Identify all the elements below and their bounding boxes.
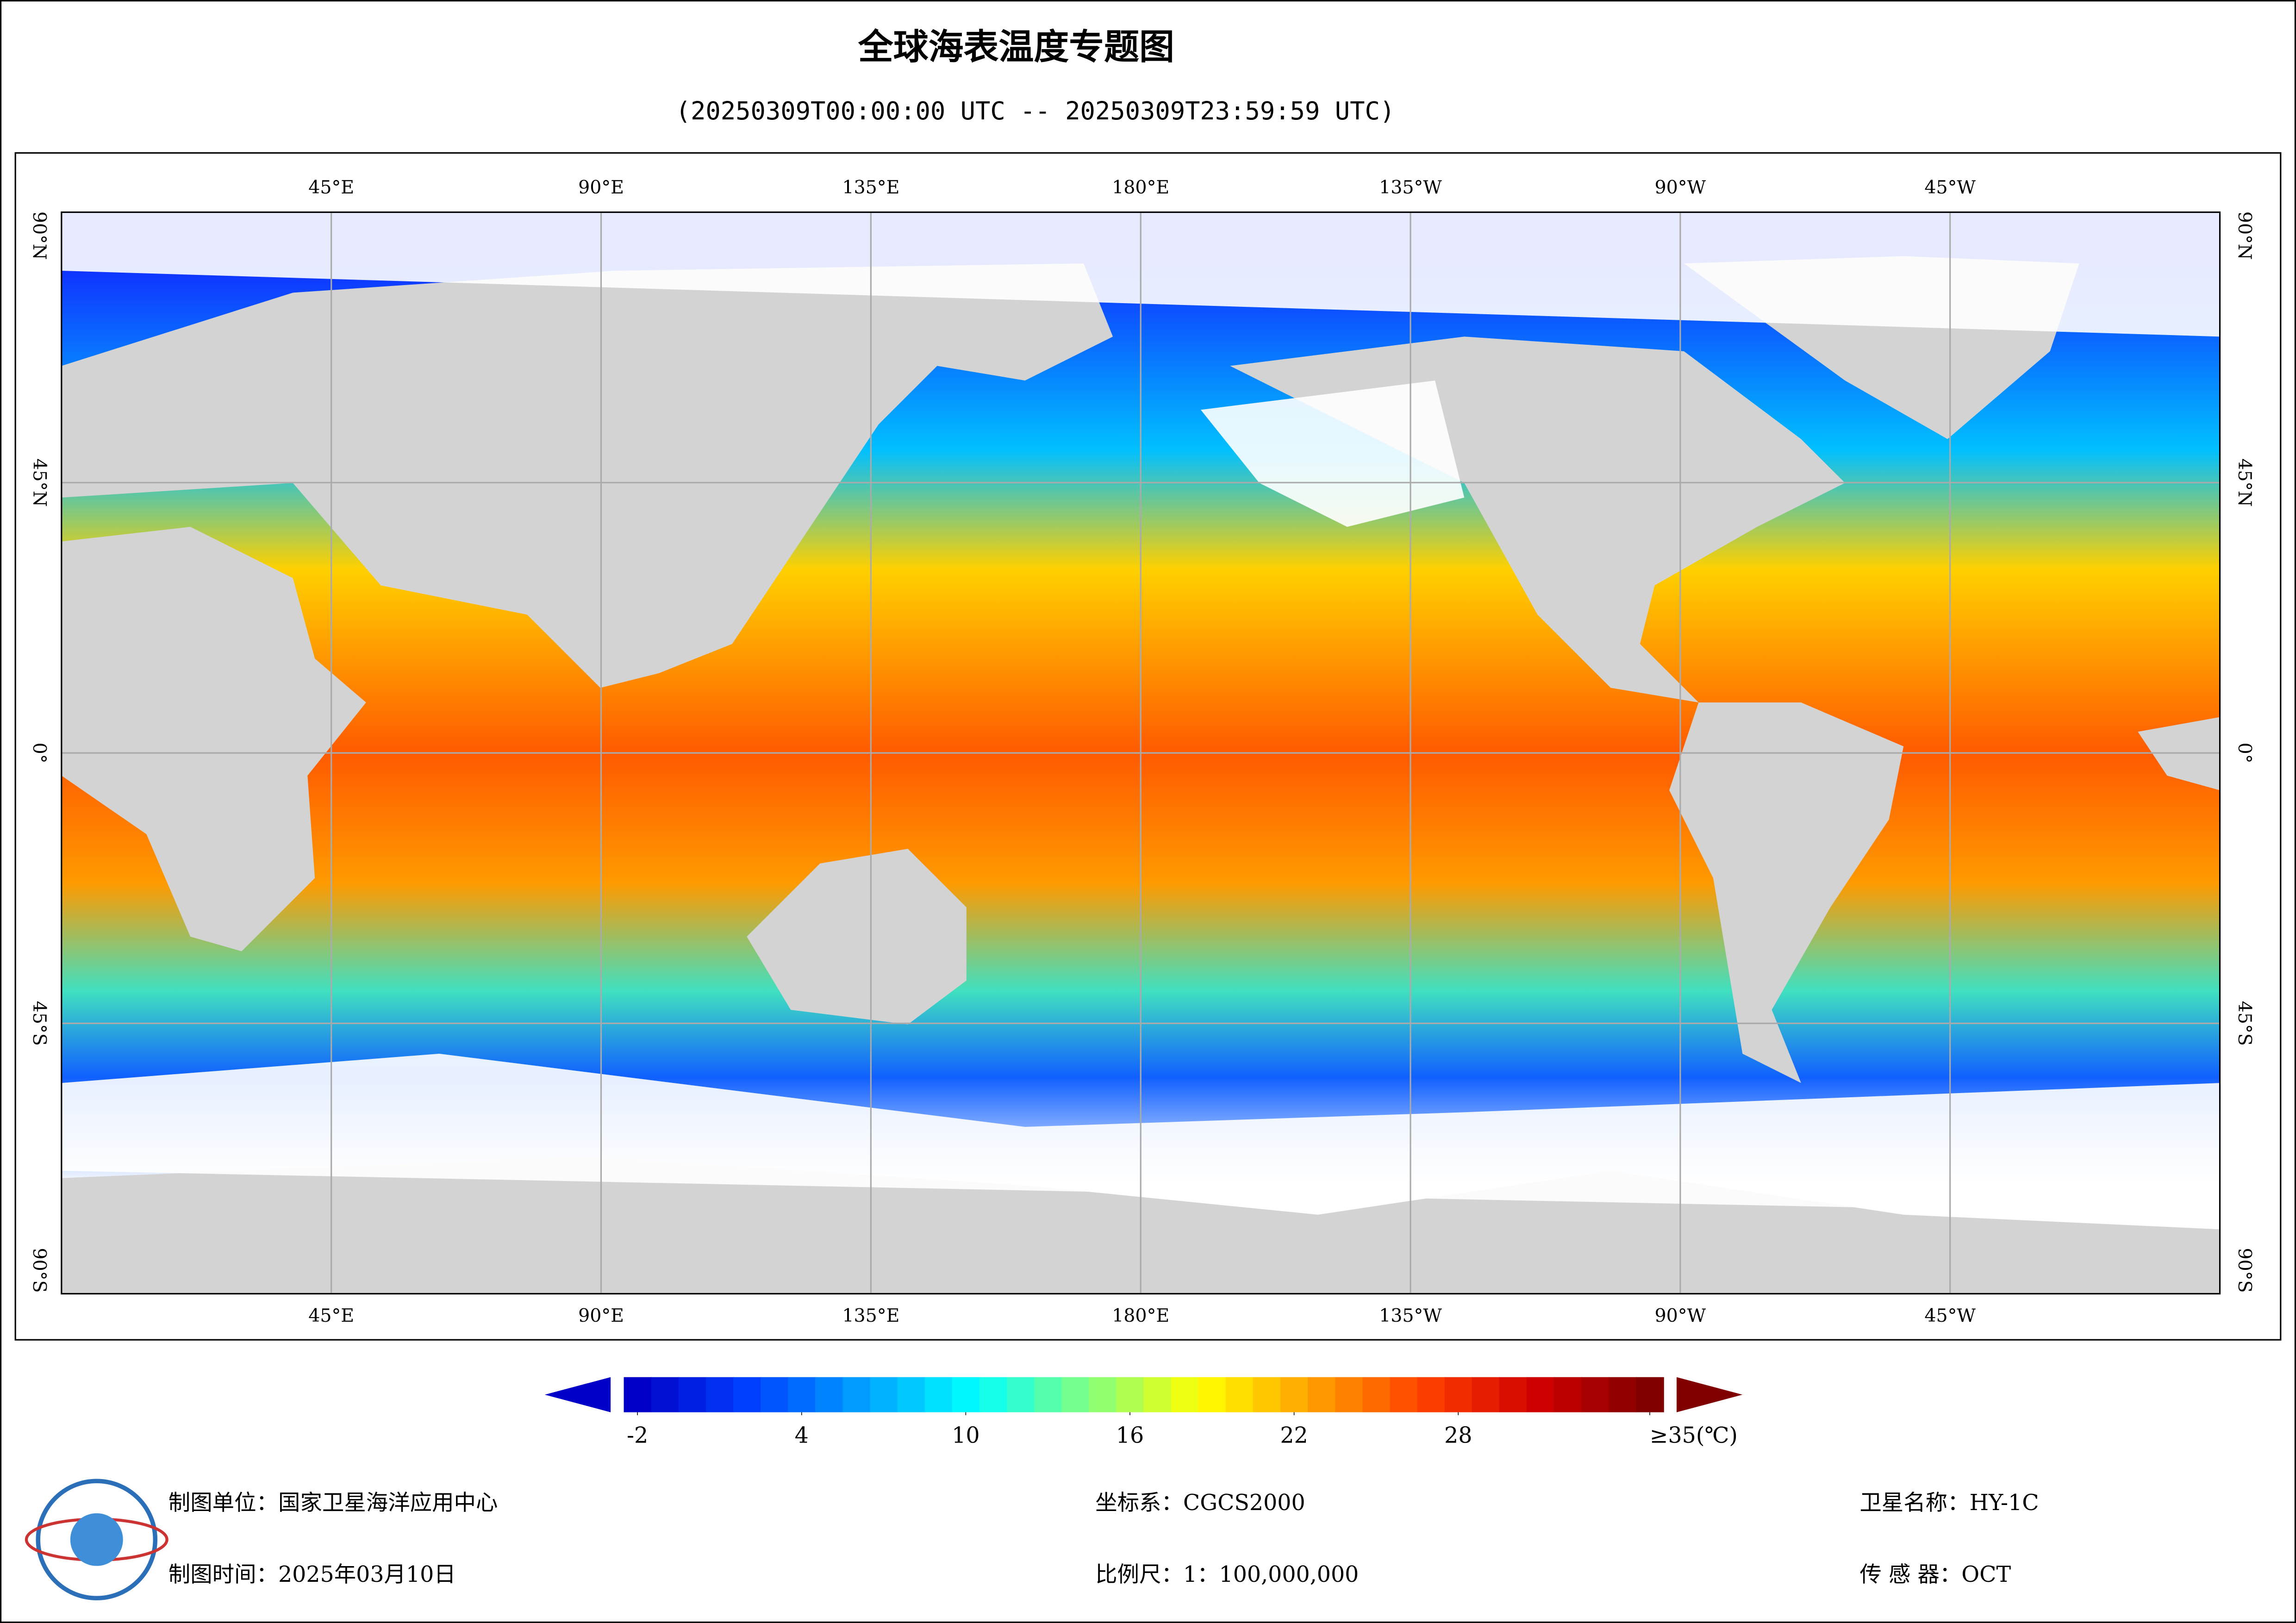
colorbar-swatch (624, 1377, 652, 1412)
colorbar-swatch (897, 1377, 925, 1412)
colorbar-swatch (1554, 1377, 1582, 1412)
colorbar-swatch (1171, 1377, 1199, 1412)
colorbar-swatch (651, 1377, 680, 1412)
colorbar-tick-label: 4 (795, 1423, 809, 1448)
lon-label-bottom: 90°E (578, 1305, 624, 1326)
lon-label-bottom: 45°W (1924, 1305, 1976, 1326)
lon-label-top: 135°W (1379, 177, 1442, 198)
colorbar-swatch (1280, 1377, 1309, 1412)
lat-label-left: 45°N (29, 458, 50, 507)
lon-label-bottom: 180°E (1112, 1305, 1169, 1326)
map-frame (14, 152, 2282, 1341)
footer-crs: 坐标系：CGCS2000 (1095, 1490, 1305, 1516)
colorbar-swatch (1198, 1377, 1227, 1412)
lat-label-left: 45°S (29, 1001, 50, 1046)
map-subtitle: (20250309T00:00:00 UTC -- 20250309T23:59… (676, 96, 1395, 125)
lat-label-right: 0° (2234, 743, 2255, 764)
colorbar-swatch (733, 1377, 761, 1412)
lat-label-right: 45°S (2234, 1001, 2255, 1046)
footer-sensor: 传 感 器：OCT (1859, 1562, 2011, 1587)
logo-globe (70, 1513, 123, 1566)
colorbar-swatch (1061, 1377, 1090, 1412)
footer-satellite: 卫星名称：HY-1C (1859, 1490, 2039, 1516)
colorbar-swatch (870, 1377, 898, 1412)
map-border (61, 211, 2221, 1295)
colorbar-swatch (1390, 1377, 1418, 1412)
lat-label-left: 0° (29, 743, 50, 764)
lon-label-top: 90°W (1655, 177, 1706, 198)
colorbar-tick-label: 22 (1280, 1423, 1308, 1448)
colorbar-swatch (1253, 1377, 1281, 1412)
colorbar-swatch (1472, 1377, 1500, 1412)
lat-label-left: 90°N (29, 211, 50, 260)
lon-label-top: 135°E (842, 177, 899, 198)
map-title: 全球海表温度专题图 (858, 26, 1174, 68)
colorbar-tick-label: 10 (952, 1423, 980, 1448)
colorbar-swatch (1335, 1377, 1363, 1412)
colorbar-swatch (1034, 1377, 1062, 1412)
map-area (61, 211, 2220, 1295)
colorbar-tick-label: ≥35(℃) (1650, 1423, 1738, 1448)
lon-label-bottom: 45°E (308, 1305, 354, 1326)
lon-label-top: 45°E (308, 177, 354, 198)
lat-label-right: 45°N (2234, 458, 2255, 507)
colorbar-swatch (1362, 1377, 1391, 1412)
lon-label-top: 90°E (578, 177, 624, 198)
colorbar-swatch (815, 1377, 843, 1412)
colorbar-swatch (1499, 1377, 1528, 1412)
footer-time: 制图时间：2025年03月10日 (168, 1562, 456, 1587)
colorbar-swatch (1225, 1377, 1254, 1412)
colorbar-swatch (705, 1377, 734, 1412)
colorbar-tick-label: -2 (627, 1423, 648, 1448)
colorbar-swatch (1526, 1377, 1555, 1412)
lon-label-top: 180°E (1112, 177, 1169, 198)
lon-label-bottom: 135°W (1379, 1305, 1442, 1326)
colorbar-swatch (761, 1377, 789, 1412)
colorbar-swatch (1444, 1377, 1473, 1412)
lon-label-top: 45°W (1924, 177, 1976, 198)
colorbar-swatch (952, 1377, 980, 1412)
colorbar-swatch (1143, 1377, 1172, 1412)
colorbar-swatch (842, 1377, 871, 1412)
colorbar-swatch (979, 1377, 1008, 1412)
colorbar-swatch (1581, 1377, 1610, 1412)
lat-label-right: 90°N (2234, 211, 2255, 260)
lat-label-left: 90°S (29, 1248, 50, 1293)
colorbar-swatch (788, 1377, 816, 1412)
colorbar-swatch (1609, 1377, 1637, 1412)
colorbar-swatch (1089, 1377, 1117, 1412)
footer-scale: 比例尺：1：100,000,000 (1095, 1562, 1359, 1587)
colorbar-swatch (924, 1377, 953, 1412)
lon-label-bottom: 90°W (1655, 1305, 1706, 1326)
colorbar-over (1676, 1377, 1743, 1412)
colorbar-swatch (1308, 1377, 1336, 1412)
footer-unit: 制图单位：国家卫星海洋应用中心 (168, 1490, 498, 1516)
colorbar-under (544, 1377, 611, 1412)
colorbar-swatch (1636, 1377, 1664, 1412)
colorbar-tick-label: 28 (1444, 1423, 1472, 1448)
lat-label-right: 90°S (2234, 1248, 2255, 1293)
lon-label-bottom: 135°E (842, 1305, 899, 1326)
colorbar-swatch (1116, 1377, 1144, 1412)
colorbar-swatch (1006, 1377, 1035, 1412)
colorbar-swatch (678, 1377, 707, 1412)
colorbar-swatch (1417, 1377, 1445, 1412)
colorbar-tick-label: 16 (1116, 1423, 1144, 1448)
